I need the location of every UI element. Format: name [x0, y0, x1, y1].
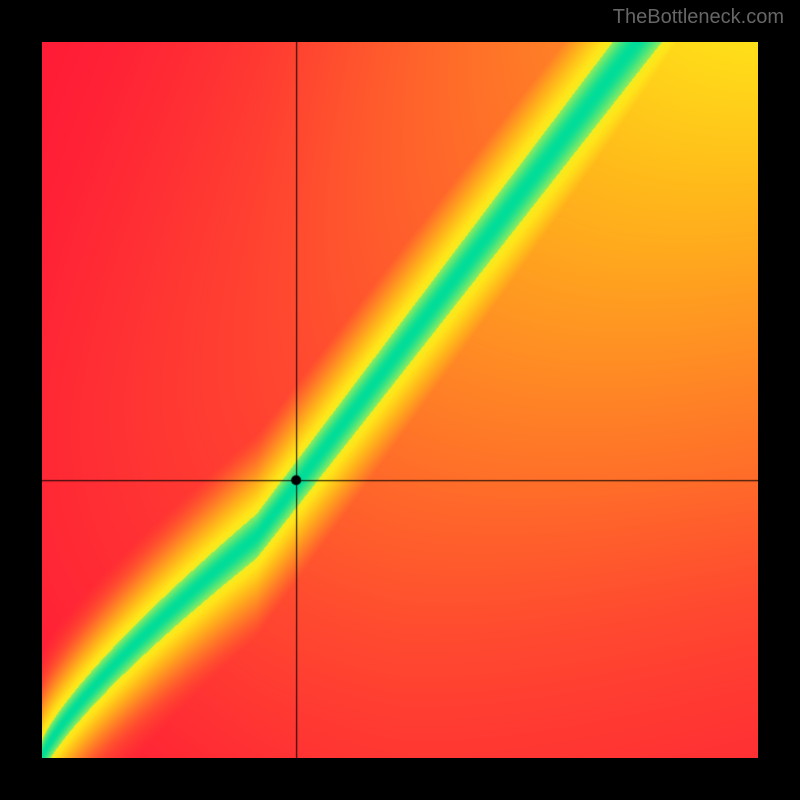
- watermark-text: TheBottleneck.com: [613, 6, 784, 29]
- crosshair-overlay: [42, 42, 758, 758]
- bottleneck-heatmap-chart: [42, 42, 758, 758]
